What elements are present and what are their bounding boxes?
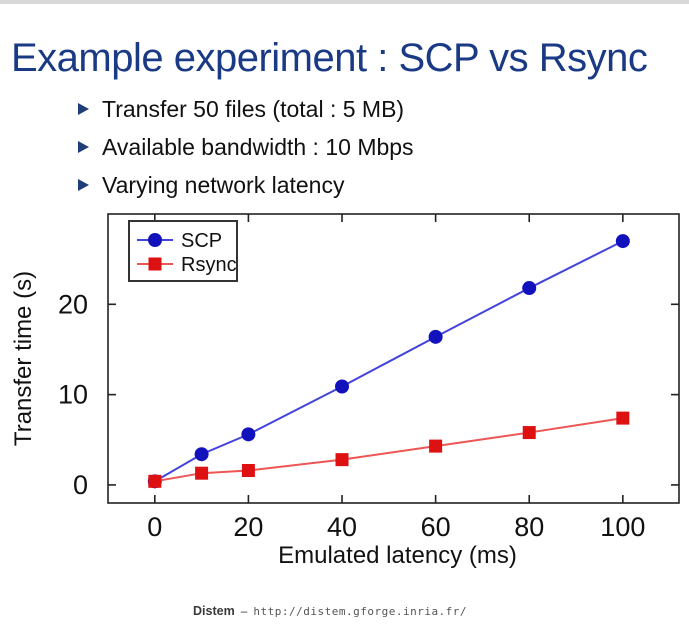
x-tick-label: 80 <box>514 512 544 542</box>
bullet-item: Transfer 50 files (total : 5 MB) <box>78 90 638 128</box>
bullet-text: Transfer 50 files (total : 5 MB) <box>102 95 405 122</box>
legend-box <box>128 220 238 282</box>
scp-marker <box>615 234 630 249</box>
x-tick-label: 0 <box>147 512 162 542</box>
footer: Distem – http://distem.gforge.inria.fr/ <box>193 604 467 618</box>
top-band <box>0 0 689 4</box>
bullet-text: Available bandwidth : 10 Mbps <box>102 133 414 160</box>
rsync-marker <box>241 463 255 477</box>
x-tick-label: 100 <box>600 512 645 542</box>
footer-url: http://distem.gforge.inria.fr/ <box>253 605 468 618</box>
legend-scp-marker <box>148 233 162 247</box>
x-tick-label: 20 <box>233 512 263 542</box>
rsync-marker <box>148 474 162 488</box>
scp-marker <box>335 379 350 394</box>
rsync-marker <box>335 453 349 467</box>
plot-border <box>107 213 680 504</box>
y-axis-label: Transfer time (s) <box>10 271 37 446</box>
scp-marker <box>194 447 209 462</box>
bullet-text: Varying network latency <box>102 171 345 198</box>
legend-rsync-marker <box>148 257 162 271</box>
rsync-marker <box>195 466 209 480</box>
y-tick-label: 10 <box>58 380 88 410</box>
slide-title: Example experiment : SCP vs Rsync <box>11 36 648 80</box>
legend-rsync-label: Rsync <box>181 254 237 276</box>
triangle-bullet-icon <box>78 103 89 115</box>
footer-brand: Distem <box>193 604 235 618</box>
bullet-list: Transfer 50 files (total : 5 MB) Availab… <box>78 90 638 204</box>
scp-marker <box>428 329 443 344</box>
x-tick-label: 40 <box>327 512 357 542</box>
bullet-item: Available bandwidth : 10 Mbps <box>78 128 638 166</box>
scp-marker <box>241 427 256 442</box>
y-tick-label: 20 <box>58 289 88 319</box>
rsync-marker <box>616 411 630 425</box>
rsync-marker <box>522 426 536 440</box>
triangle-bullet-icon <box>78 141 89 153</box>
bullet-item: Varying network latency <box>78 166 638 204</box>
footer-separator: – <box>240 604 248 618</box>
x-tick-label: 60 <box>421 512 451 542</box>
scp-marker <box>522 281 537 296</box>
triangle-bullet-icon <box>78 179 89 191</box>
rsync-line <box>154 417 623 483</box>
rsync-marker <box>429 439 443 453</box>
y-tick-label: 0 <box>73 470 88 500</box>
x-axis-label: Emulated latency (ms) <box>278 542 517 569</box>
legend-scp-label: SCP <box>181 230 222 252</box>
